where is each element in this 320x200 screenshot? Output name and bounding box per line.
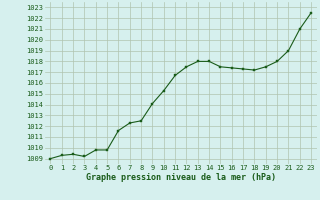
X-axis label: Graphe pression niveau de la mer (hPa): Graphe pression niveau de la mer (hPa) (86, 173, 276, 182)
